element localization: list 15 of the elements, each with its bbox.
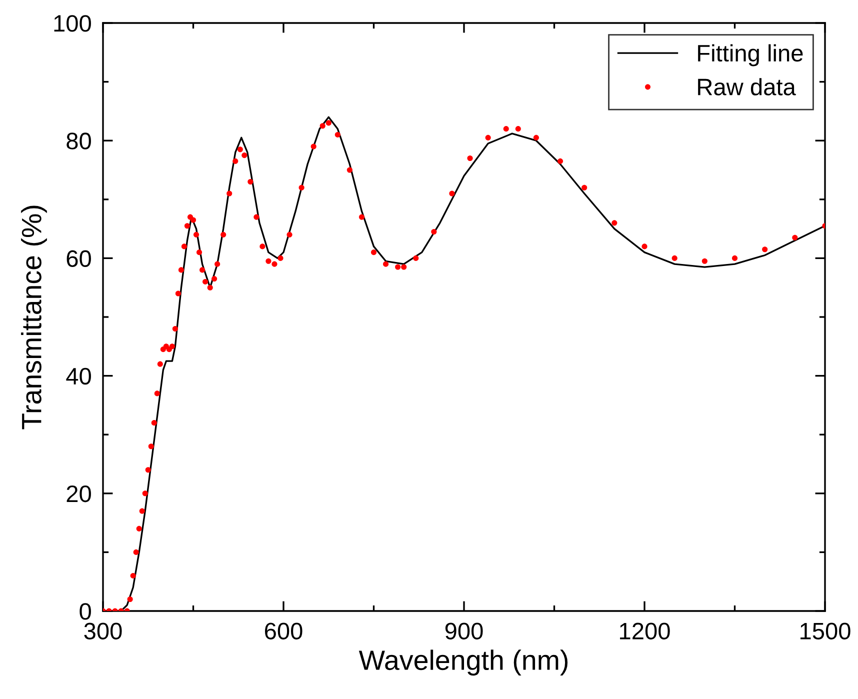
y-tick-label: 40	[66, 368, 91, 385]
x-tick-label: 1500	[800, 622, 850, 640]
legend-label: Fitting line	[698, 44, 803, 66]
y-tick-label: 60	[66, 250, 91, 267]
x-tick-label: 900	[445, 622, 483, 640]
y-axis-title: Transmittance (%)	[21, 206, 47, 430]
x-tick-label: 1200	[620, 622, 670, 640]
legend-label: Raw data	[698, 78, 796, 96]
x-axis-title: Wavelength (nm)	[358, 650, 568, 676]
y-tick-label: 0	[80, 603, 91, 620]
y-tick-label: 80	[66, 132, 91, 150]
y-tick-label: 20	[66, 485, 91, 502]
x-tick-label: 300	[84, 622, 122, 640]
y-tick-label: 100	[54, 15, 91, 32]
x-tick-label: 600	[265, 622, 302, 640]
